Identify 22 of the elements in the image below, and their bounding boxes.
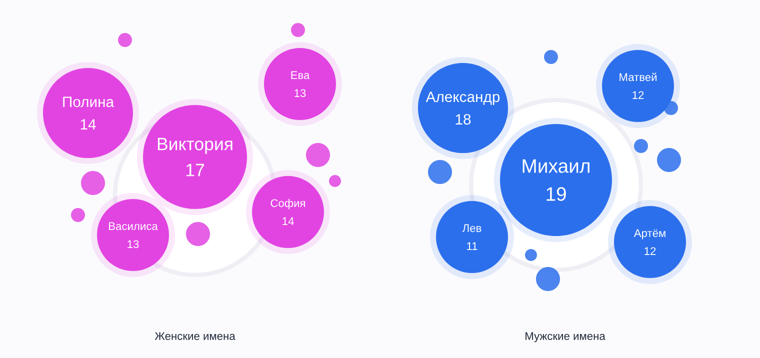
category-label: Виктория — [158, 138, 232, 154]
data-label: 17 — [186, 164, 204, 176]
category-label: Артём — [634, 229, 666, 240]
data-label: 13 — [294, 89, 306, 98]
data-label: 12 — [644, 247, 656, 255]
data-label: 18 — [456, 114, 471, 125]
data-label: 13 — [128, 240, 139, 248]
category-label: София — [270, 198, 306, 210]
category-label: Александр — [426, 92, 500, 106]
data-label: 12 — [632, 91, 644, 99]
category-label: Михаил — [522, 159, 590, 173]
category-label: Матвей — [620, 72, 657, 82]
data-label: 19 — [546, 187, 566, 201]
data-label: 14 — [80, 119, 96, 130]
category-label: Василиса — [109, 222, 158, 230]
data-label: 14 — [282, 217, 294, 225]
data-label: 11 — [467, 242, 478, 250]
category-label: Лев — [462, 224, 482, 232]
text: Мужские имена — [526, 332, 606, 342]
text: Женские имена — [154, 332, 236, 340]
category-label: Ева — [291, 71, 310, 80]
category-label: Полина — [63, 96, 114, 108]
